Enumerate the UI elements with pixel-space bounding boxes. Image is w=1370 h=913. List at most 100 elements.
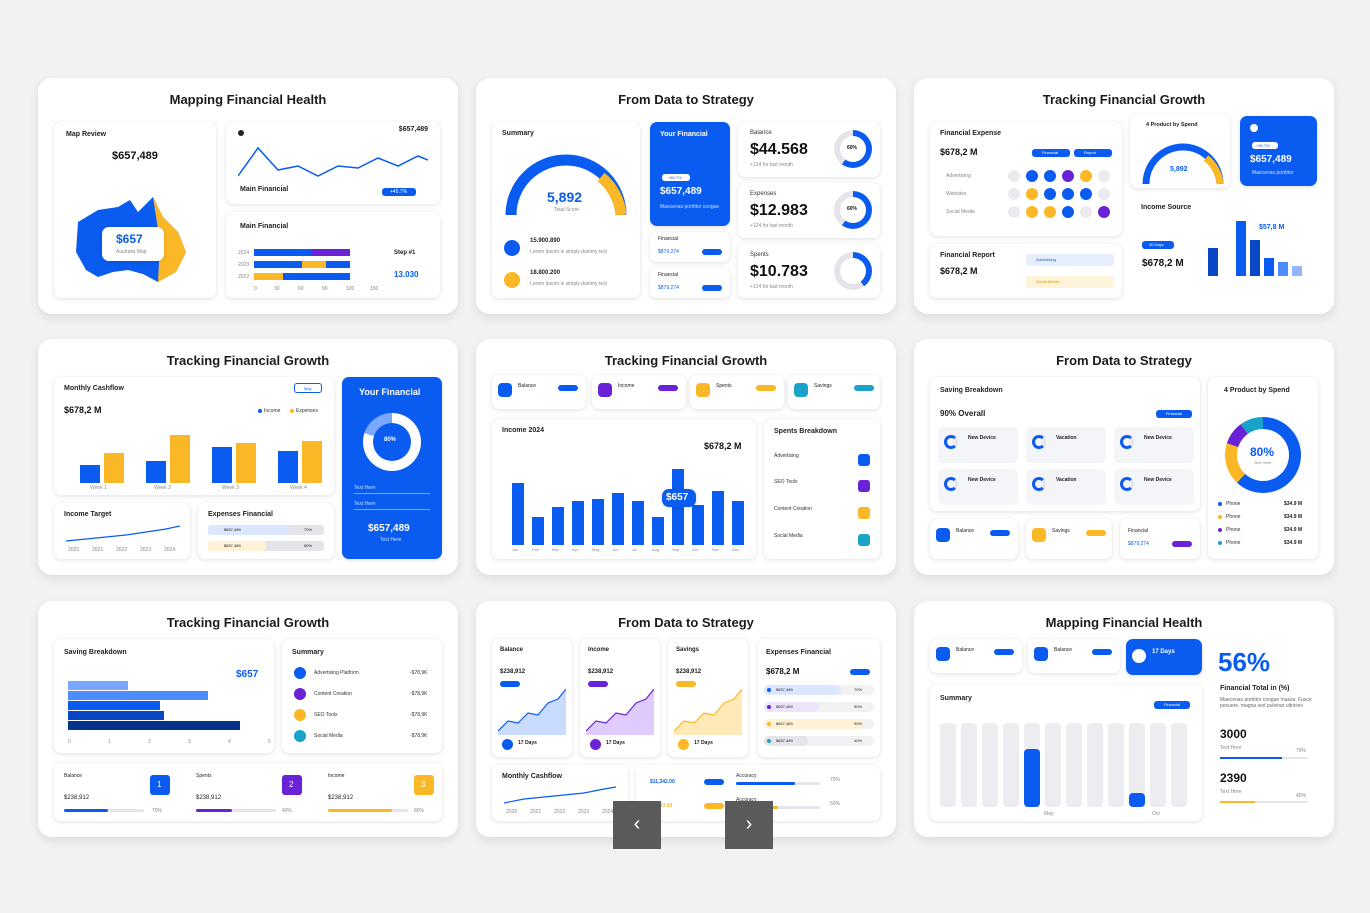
text-here: Text Here bbox=[1220, 745, 1242, 751]
spents-ring bbox=[834, 252, 872, 290]
card-icon bbox=[1032, 528, 1046, 542]
card-badge bbox=[1086, 530, 1106, 536]
month-label: Jul bbox=[632, 547, 638, 552]
month-label: Mar bbox=[552, 547, 559, 552]
slide-8[interactable]: From Data to Strategy Balance $238,912 17 … bbox=[476, 601, 896, 837]
area-fill bbox=[498, 689, 566, 735]
week-label: Week 3 bbox=[222, 485, 239, 491]
summary-item: Content Creation bbox=[314, 691, 352, 697]
month-label: May bbox=[592, 547, 600, 552]
income-bar-chart bbox=[1208, 214, 1308, 276]
product-spend-label: 4 Product by Spend bbox=[1146, 122, 1198, 128]
item-1-value: 15.900.890 bbox=[530, 238, 561, 244]
year-label: 2021 bbox=[92, 547, 104, 553]
progress-track bbox=[64, 809, 144, 812]
saving-tile: New Device bbox=[1114, 469, 1194, 505]
year-label: 2020 bbox=[506, 809, 518, 815]
year-label: 2023 bbox=[578, 809, 590, 815]
card-badge bbox=[1092, 649, 1112, 655]
legend-item: Advertising bbox=[946, 173, 971, 179]
financial-button[interactable]: Financial bbox=[1032, 149, 1070, 157]
card-value: $879,274 bbox=[1128, 541, 1149, 547]
tile-label: Vacation bbox=[1056, 477, 1077, 483]
bar-tooltip: $657 bbox=[662, 489, 696, 507]
breakdown-icon bbox=[858, 507, 870, 519]
summary-icon bbox=[294, 709, 306, 721]
month-label: Jan bbox=[512, 547, 519, 552]
summary-panel: Summary Advertising Platform -$78,9K Conte… bbox=[282, 639, 442, 753]
card-label: Spents bbox=[716, 383, 732, 389]
prev-button[interactable]: ‹ bbox=[613, 801, 661, 849]
year-label: 2021 bbox=[530, 809, 542, 815]
ef-dot bbox=[767, 688, 771, 692]
ef-row: $657,489 90% bbox=[764, 719, 874, 729]
ef-pct: 70% bbox=[854, 687, 863, 692]
slide-6[interactable]: From Data to Strategy Saving Breakdown 9… bbox=[914, 339, 1334, 575]
pct-70: 70% bbox=[1296, 748, 1307, 754]
matrix-dot bbox=[1062, 188, 1074, 200]
card-icon bbox=[498, 383, 512, 397]
blue-value: $657,489 bbox=[1250, 154, 1292, 165]
income-value: $238,912 bbox=[328, 795, 354, 801]
stat-card-balance: Balance bbox=[492, 375, 586, 409]
donut-chart: 80% bbox=[363, 413, 421, 471]
spents-card: Spents $10.783 +124 for last month bbox=[738, 244, 880, 298]
saving-value: $657 bbox=[236, 669, 259, 680]
financial-value: $879,274 bbox=[658, 249, 679, 255]
balance-ring: 60% bbox=[834, 130, 872, 168]
step-value: 13.030 bbox=[394, 270, 419, 279]
ef-fill bbox=[764, 736, 808, 746]
matrix-dot bbox=[1062, 170, 1074, 182]
matrix-dot bbox=[1080, 206, 1092, 218]
slide-3[interactable]: Tracking Financial Growth Financial Expe… bbox=[914, 78, 1334, 314]
spents-breakdown-panel: Spents Breakdown Advertising SEO Tools C… bbox=[764, 419, 880, 559]
pct-label: 80% bbox=[414, 808, 425, 814]
bar-label-oct: Oct bbox=[1152, 811, 1160, 817]
month-bar bbox=[692, 505, 704, 545]
card-icon bbox=[936, 647, 950, 661]
report-button[interactable]: Report bbox=[1074, 149, 1112, 157]
matrix-dot bbox=[1044, 170, 1056, 182]
balance-value: $238,912 bbox=[64, 795, 90, 801]
card-icon bbox=[590, 739, 601, 750]
bar-value: $57,8 M bbox=[1259, 224, 1285, 231]
card-badge bbox=[558, 385, 578, 391]
area-card: Balance $238,912 17 Days bbox=[492, 639, 572, 757]
month-label: Apr bbox=[572, 547, 579, 552]
slide-5[interactable]: Tracking Financial Growth Balance Income… bbox=[476, 339, 896, 575]
month-label: Dec bbox=[732, 547, 740, 552]
next-button[interactable]: › bbox=[725, 801, 773, 849]
expenses-financial-panel: Expenses Financial $678,2 M $657,489 70% $… bbox=[758, 639, 880, 757]
year-label: 2020 bbox=[68, 547, 80, 553]
your-financial-card: Your Financial 80% Text Here Text Here $… bbox=[342, 377, 442, 559]
bar-track bbox=[961, 723, 977, 807]
yf-desc: Maecenas porttitor congue bbox=[660, 204, 720, 210]
balance-label: Balance bbox=[750, 130, 772, 136]
slide-7[interactable]: Tracking Financial Growth Saving Breakdo… bbox=[38, 601, 458, 837]
legend-expenses-dot bbox=[290, 409, 294, 413]
slide-9[interactable]: Mapping Financial Health Balance Balance… bbox=[914, 601, 1334, 837]
bar-track bbox=[982, 723, 998, 807]
month-toggle[interactable]: May bbox=[294, 383, 322, 393]
ef-dot bbox=[767, 722, 771, 726]
tick-label: 1 bbox=[108, 739, 111, 745]
saving-breakdown-panel: Saving Breakdown $657 0 1 2 3 4 5 bbox=[54, 639, 274, 753]
spents-value: $238,912 bbox=[196, 795, 222, 801]
slide-1[interactable]: Mapping Financial Health Map Review $657… bbox=[38, 78, 458, 314]
card-label: Balance bbox=[1054, 647, 1073, 653]
hbar bbox=[68, 711, 164, 720]
income-label: Income bbox=[328, 773, 345, 779]
card-badge bbox=[994, 649, 1014, 655]
saving-tile: New Device bbox=[1114, 427, 1194, 463]
slide-4[interactable]: Tracking Financial Growth Monthly Cashfl… bbox=[38, 339, 458, 575]
tick-label: 0 bbox=[68, 739, 71, 745]
big-pct: 56% bbox=[1218, 647, 1271, 677]
progress-track bbox=[1220, 757, 1308, 759]
slide-2[interactable]: From Data to Strategy Summary 5,892 Tota… bbox=[476, 78, 896, 314]
ef-dot bbox=[767, 705, 771, 709]
month-bar bbox=[592, 499, 604, 545]
matrix-dot bbox=[1008, 206, 1020, 218]
area-card: Savings $238,912 17 Days bbox=[668, 639, 748, 757]
month-bar bbox=[632, 501, 644, 545]
desc: Maecenas porttitor congue massa. Fusce p… bbox=[1220, 697, 1312, 709]
